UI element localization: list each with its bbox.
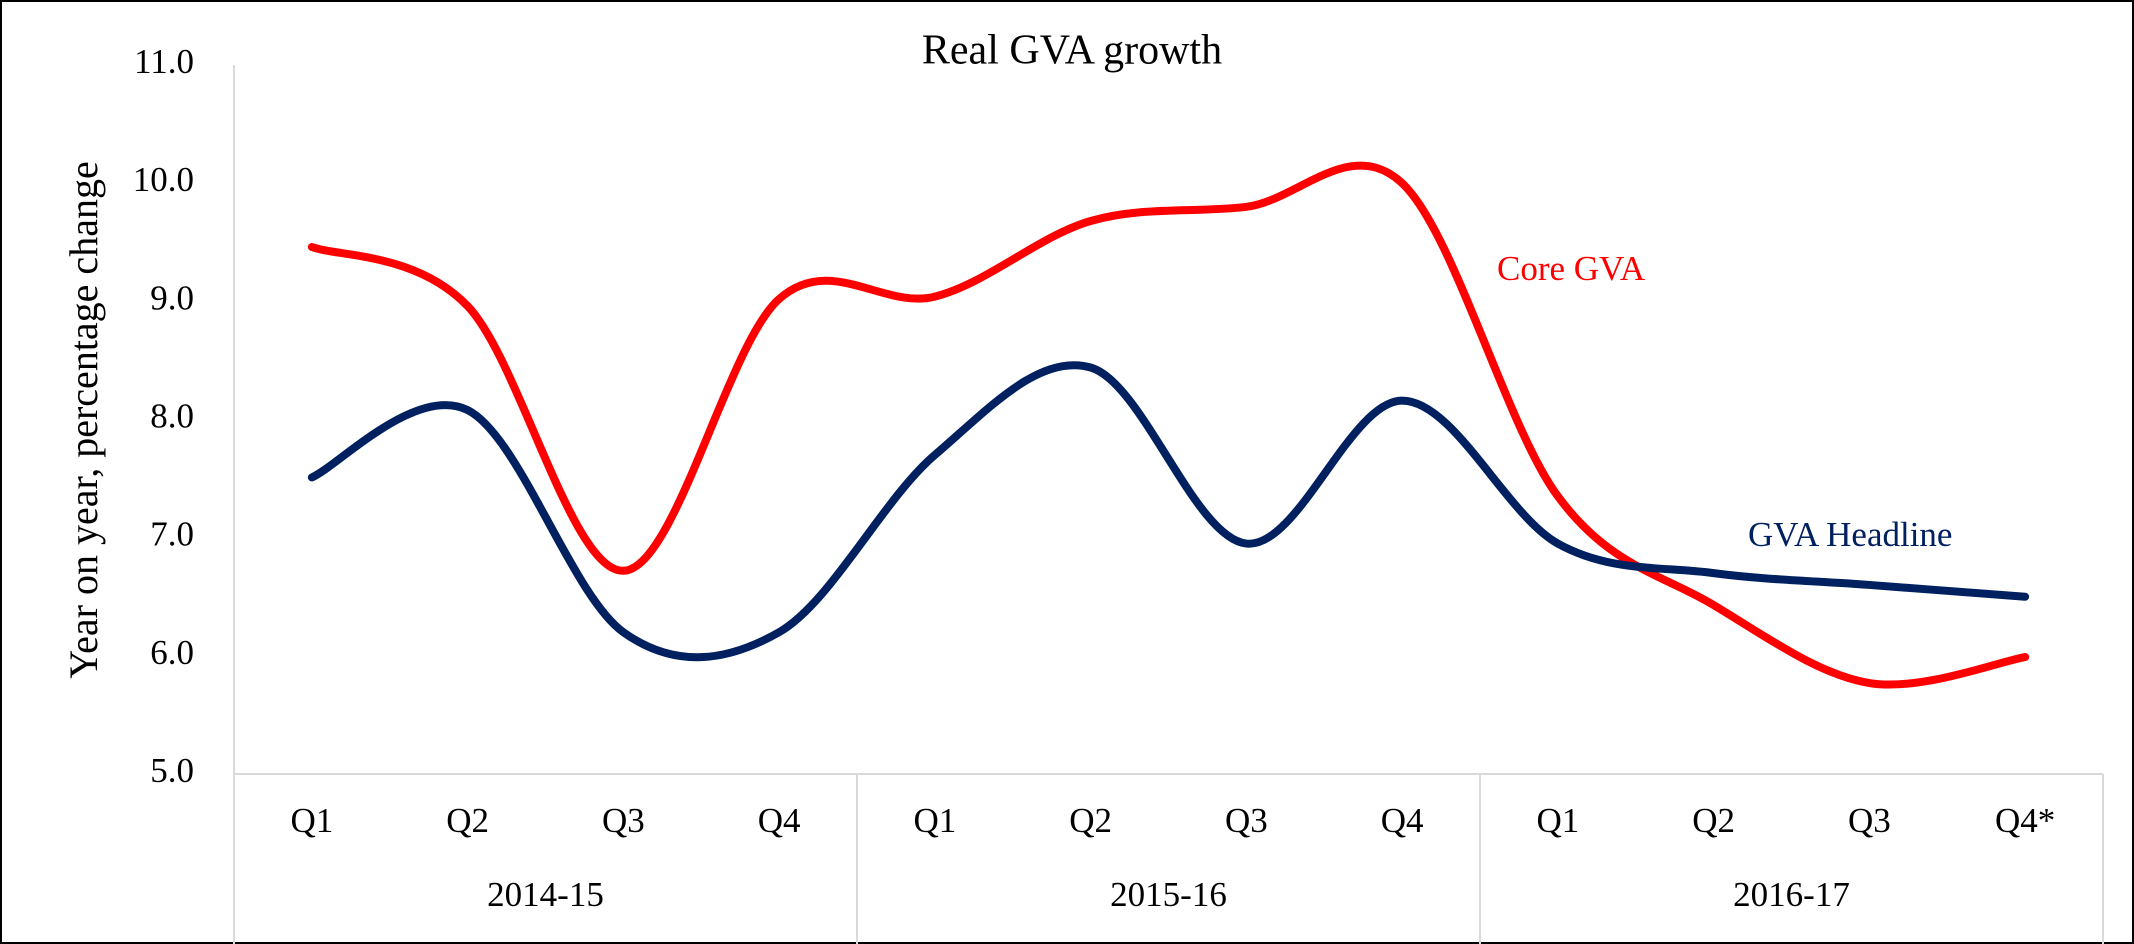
y-tick-label: 6.0 [150,633,194,672]
x-tick-label: Q1 [913,801,956,840]
x-tick-label: Q2 [1069,801,1112,840]
y-tick-label: 7.0 [150,515,194,554]
y-tick-label: 10.0 [133,160,194,199]
series-line [307,161,2030,689]
x-tick-label: Q3 [602,801,645,840]
x-tick-label: Q4 [758,801,801,840]
x-tick-label: Q4 [1381,801,1424,840]
x-tick-label: Q4* [1995,801,2055,840]
x-tick-label: Q3 [1848,801,1891,840]
group-label: 2015-16 [1110,875,1227,914]
x-tick-label: Q1 [290,801,333,840]
x-tick-label: Q2 [1692,801,1735,840]
y-tick-label: 9.0 [150,278,194,317]
y-tick-label: 5.0 [150,751,194,790]
series-label: GVA Headline [1748,515,1952,554]
series-line [307,361,2030,662]
series-label: Core GVA [1497,249,1646,288]
group-label: 2014-15 [487,875,604,914]
x-tick-label: Q3 [1225,801,1268,840]
x-tick-label: Q1 [1536,801,1579,840]
y-tick-label: 11.0 [134,42,194,81]
chart-title: Real GVA growth [922,28,1222,74]
x-tick-label: Q2 [446,801,489,840]
y-axis-label: Year on year, percentage change [61,161,106,678]
y-tick-label: 8.0 [150,397,194,436]
group-label: 2016-17 [1733,875,1850,914]
